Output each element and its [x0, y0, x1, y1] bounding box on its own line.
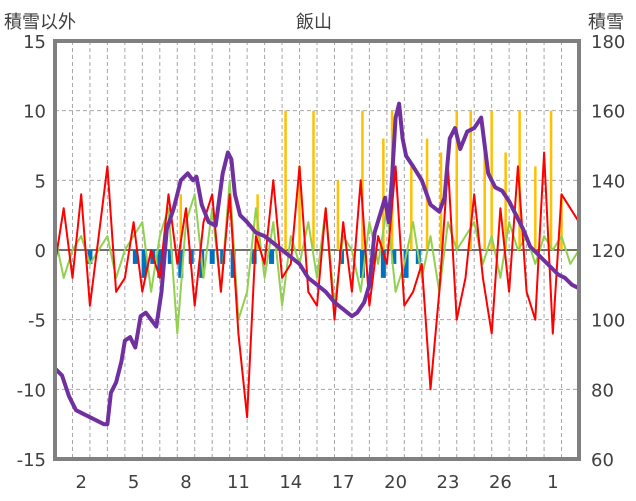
- y-right-tick-label: 180: [591, 32, 625, 53]
- blue_bars-bar: [87, 250, 93, 264]
- snowfall-bar: [298, 166, 301, 250]
- blue_bars-bar: [132, 250, 138, 264]
- snowfall-bar: [284, 110, 287, 251]
- snowfall-bar: [469, 110, 472, 251]
- x-tick-label: 23: [437, 472, 460, 493]
- blue_bars-bar: [359, 250, 365, 278]
- snowfall-bar: [336, 180, 340, 250]
- x-tick-label: 2: [75, 472, 86, 493]
- y-right-tick-label: 80: [591, 380, 614, 401]
- snowfall-bar: [504, 152, 507, 250]
- temperature-line: [54, 151, 580, 419]
- blue_bars-bar: [209, 250, 215, 264]
- chart-title: 飯山: [296, 12, 332, 33]
- blue_bars-bar: [141, 250, 147, 278]
- x-tick-label: 17: [332, 472, 355, 493]
- y-left-tick-label: -15: [17, 450, 46, 471]
- x-tick-label: 20: [384, 472, 407, 493]
- y-right-tick-label: 60: [591, 450, 614, 471]
- snowfall-bar: [455, 110, 458, 251]
- blue_bars-bar: [403, 250, 409, 278]
- plot-frame: [53, 39, 581, 461]
- snow_depth-line: [53, 101, 580, 427]
- snowfall-bar: [312, 110, 315, 251]
- y-right-tick-label: 140: [591, 171, 625, 192]
- blue_bars-bar: [269, 250, 275, 264]
- y-right-tick-label: 160: [591, 102, 625, 123]
- y-right-tick-label: 100: [591, 311, 625, 332]
- blue_bars-bar: [380, 250, 386, 278]
- snowfall-bar: [410, 166, 413, 250]
- x-tick-label: 14: [279, 472, 302, 493]
- y-left-tick-label: 10: [23, 102, 46, 123]
- y-left-tick-label: 5: [35, 171, 46, 192]
- snowfall-bar: [549, 110, 553, 251]
- snowfall-bar: [439, 152, 443, 250]
- right-axis-label: 積雪: [588, 12, 624, 33]
- x-tick-label: 8: [180, 472, 191, 493]
- x-tick-label: 5: [128, 472, 139, 493]
- snowfall-bar: [560, 194, 563, 250]
- x-tick-label: 1: [547, 472, 558, 493]
- blue_bars-bar: [167, 250, 173, 264]
- line-series: [53, 101, 580, 427]
- y-left-tick-label: -5: [28, 311, 46, 332]
- left-axis-label: 積雪以外: [4, 12, 76, 33]
- snowfall-bar: [483, 138, 486, 250]
- y-right-tick-label: 120: [591, 241, 625, 262]
- snowfall-bar: [382, 138, 385, 250]
- y-left-tick-label: -10: [17, 380, 46, 401]
- y-left-tick-label: 15: [23, 32, 46, 53]
- blue_bars-bar: [391, 250, 397, 264]
- precipitation_green-line: [54, 179, 580, 335]
- snowfall-bar: [179, 194, 183, 250]
- blue_bars-bar: [157, 250, 163, 278]
- x-tick-label: 11: [227, 472, 250, 493]
- x-tick-label: 26: [489, 472, 512, 493]
- snowfall-bar: [361, 110, 364, 251]
- blue_bars-bar: [178, 250, 184, 278]
- snowfall-bar: [534, 166, 537, 250]
- y-left-tick-label: 0: [35, 241, 46, 262]
